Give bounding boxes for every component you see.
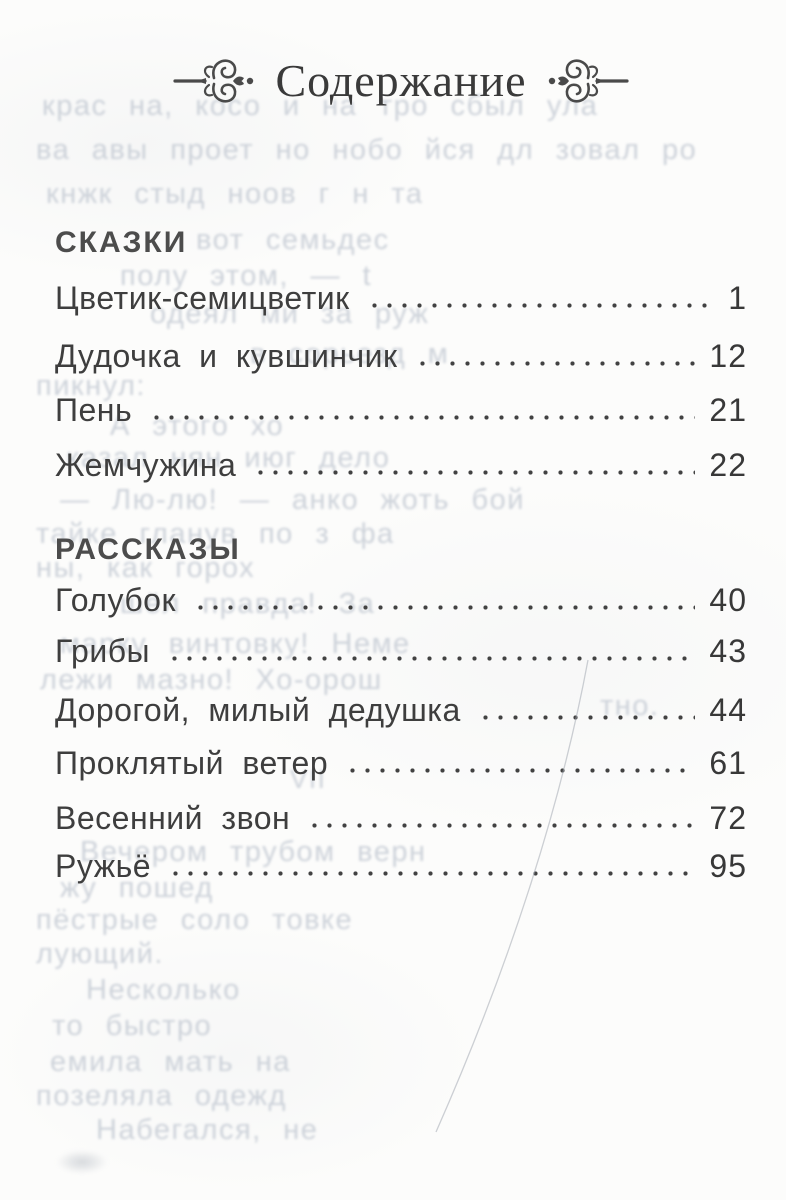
toc-section-rasskazy: РАССКАЗЫ Голубок 40 Грибы 43 Дорогой, ми… <box>55 533 747 885</box>
dot-leader <box>303 822 696 829</box>
toc-entry: Пень 21 <box>55 392 747 428</box>
toc-entry: Дудочка и кувшинчик 12 <box>55 338 747 374</box>
dot-leader <box>145 414 696 421</box>
dot-leader <box>188 604 696 611</box>
toc-entry-title: Проклятый ветер <box>55 745 329 781</box>
toc-entry-title: Дудочка и кувшинчик <box>55 338 398 374</box>
toc-entry-page: 1 <box>728 280 747 316</box>
dot-leader <box>341 767 696 774</box>
toc-entry-title: Голубок <box>55 582 176 618</box>
toc-entry-page: 12 <box>709 338 747 374</box>
dot-leader <box>164 870 696 877</box>
floral-flourish-icon <box>548 59 629 103</box>
toc-entry-title: Пень <box>55 392 133 428</box>
dot-leader <box>362 302 715 309</box>
toc-entry: Жемчужина 22 <box>55 447 747 483</box>
ink-smudge <box>56 1150 108 1174</box>
toc-entry-page: 43 <box>709 633 747 669</box>
dot-leader <box>410 360 696 367</box>
toc-entry-title: Жемчужина <box>55 447 237 483</box>
dot-leader <box>163 655 696 662</box>
toc-entry-page: 21 <box>709 392 747 428</box>
toc-entry-page: 95 <box>709 848 747 884</box>
dot-leader <box>249 469 696 476</box>
toc-entry-title: Дорогой, милый дедушка <box>55 692 461 728</box>
toc-entry-title: Весенний звон <box>55 800 291 836</box>
toc-entry: Весенний звон 72 <box>55 800 747 836</box>
toc-entry-page: 61 <box>709 745 747 781</box>
toc-entry-page: 40 <box>709 582 747 618</box>
toc-entry: Грибы 43 <box>55 633 747 669</box>
toc-entry-page: 72 <box>709 800 747 836</box>
page-title: Содержание <box>275 55 527 106</box>
toc-entry-title: Ружьё <box>55 848 152 884</box>
dot-leader <box>473 714 696 721</box>
toc-entry: Голубок 40 <box>55 582 747 618</box>
toc-entry: Проклятый ветер 61 <box>55 745 747 781</box>
toc-entry: Дорогой, милый дедушка 44 <box>55 692 747 728</box>
toc-entry: Цветик-семицветик 1 <box>55 280 747 316</box>
floral-flourish-icon <box>173 59 254 103</box>
page-title-row: Содержание <box>55 54 747 108</box>
toc-entry-title: Цветик-семицветик <box>55 280 350 316</box>
toc-entry-page: 44 <box>709 692 747 728</box>
toc-entry: Ружьё 95 <box>55 848 747 884</box>
toc-entry-title: Грибы <box>55 633 151 669</box>
toc-section-skazki: СКАЗКИ Цветик-семицветик 1 Дудочка и кув… <box>55 226 747 484</box>
toc-entry-page: 22 <box>709 447 747 483</box>
section-heading: РАССКАЗЫ <box>55 533 241 566</box>
section-heading: СКАЗКИ <box>55 226 188 259</box>
